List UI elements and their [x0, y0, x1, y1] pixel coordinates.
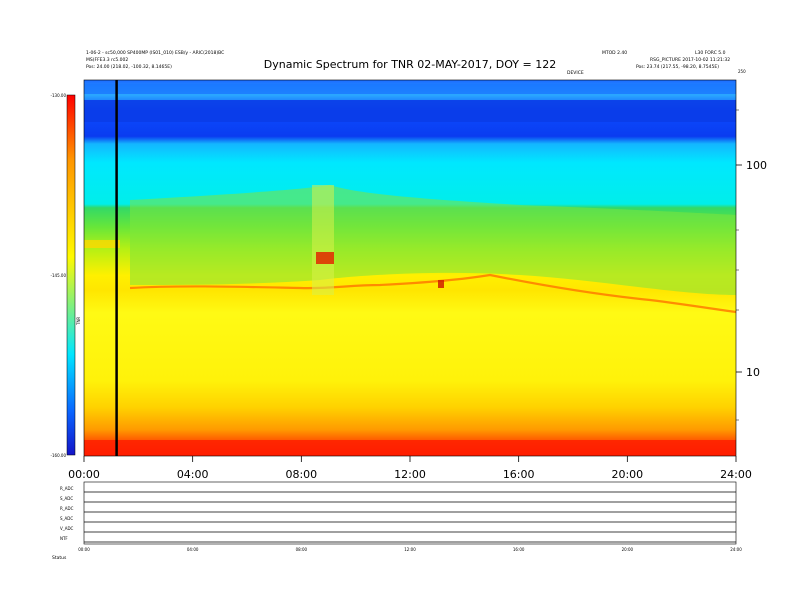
header-left-line-1: 1-06-2 - sc50,000 SP400MP (IS01_010) ESB… [86, 51, 225, 56]
colorbar-tick-bottom: -160.00 [51, 453, 67, 458]
header-tag: DEVICE [567, 71, 584, 76]
y-tick-label-10: 10 [746, 366, 760, 379]
panel-label: S_ADC [60, 496, 73, 501]
colorbar-label: TNR [76, 317, 81, 326]
header-left-line-2: MS(FFE3.3 rc5.002 [86, 58, 129, 63]
bottom-red-band [84, 440, 736, 456]
header-right-line-2: L30 FORC 5.0 [695, 51, 726, 56]
header-right-line-3: RSG_PICTURE 2017-10-02 11:21:32 [650, 58, 731, 63]
y-tick-label-100: 100 [746, 159, 767, 172]
burst-core [316, 252, 334, 264]
x-tick-label: 08:00 [285, 468, 317, 481]
header-right-line-4: Pos: 23.74 (217.55, -98.20, 8.7545E) [636, 65, 719, 70]
panel-label: R_ADC [60, 506, 74, 511]
spectrogram [83, 79, 737, 457]
x-tick-label: 00:00 [68, 468, 100, 481]
x-axis: 00:00 04:00 08:00 12:00 16:00 20:00 24:00 [68, 456, 752, 481]
panel-tick-label: 12:00 [404, 547, 416, 552]
green-emission [130, 185, 736, 295]
colorbar-tick-mid: -145.00 [51, 273, 67, 278]
panel-tick-label: 08:00 [296, 547, 308, 552]
panel-tick-label: 04:00 [187, 547, 199, 552]
early-shelf [84, 240, 120, 248]
x-tick-label: 24:00 [720, 468, 752, 481]
header-left-line-3: Pos: 24.00 (218.02, -100.32, 8.1465E) [86, 65, 172, 70]
housekeeping-panels: R_ADC S_ADC R_ADC S_ADC V_ADC NTF 00:00 04:00 08… [60, 481, 742, 552]
burst-column [312, 185, 334, 295]
panel-tick-label: 24:00 [730, 547, 742, 552]
x-tick-label: 20:00 [611, 468, 643, 481]
blue-band-top [84, 84, 736, 94]
panel-label: S_ADC [60, 516, 73, 521]
y-axis: 100 10 250 [736, 69, 767, 421]
panel-tick-label: 20:00 [622, 547, 634, 552]
colorbar [66, 94, 76, 456]
blue-band [84, 100, 736, 122]
colorbar-tick-top: -130.00 [51, 93, 67, 98]
panel-tick-label: 00:00 [78, 547, 90, 552]
panel-tick-label: 16:00 [513, 547, 525, 552]
x-tick-label: 12:00 [394, 468, 426, 481]
x-tick-label: 16:00 [503, 468, 535, 481]
footer-label: Status [52, 556, 67, 561]
panel-label: NTF [60, 536, 68, 541]
header-right-line-1: MTOD 2.40 [602, 51, 628, 56]
x-tick-label: 04:00 [177, 468, 209, 481]
y-top-label: 250 [738, 69, 746, 74]
panel-label: R_ADC [60, 486, 74, 491]
panels-frame [83, 481, 737, 545]
burst-spot [438, 280, 444, 288]
chart-title: Dynamic Spectrum for TNR 02-MAY-2017, DO… [263, 58, 557, 71]
panel-label: V_ADC [60, 526, 74, 531]
